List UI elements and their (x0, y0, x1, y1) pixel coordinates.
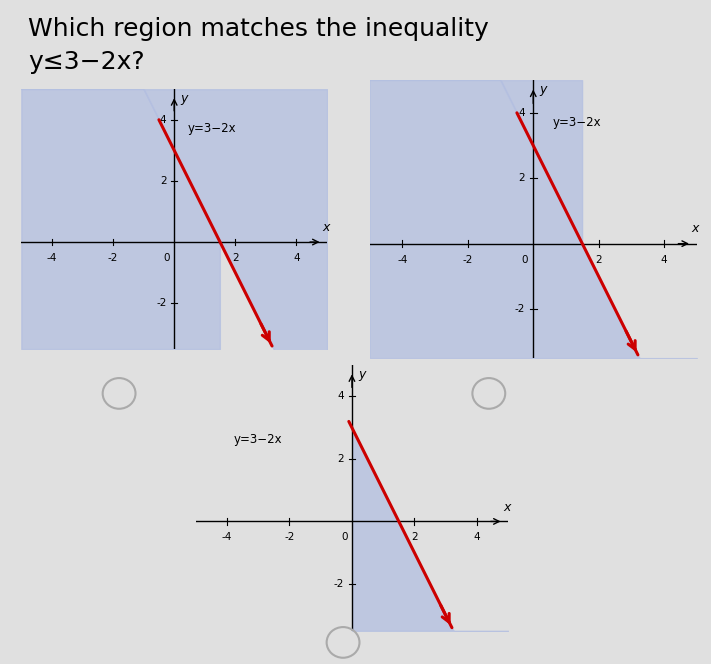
Text: x: x (322, 221, 329, 234)
Text: 2: 2 (595, 255, 602, 265)
Text: 2: 2 (232, 253, 239, 263)
Text: x: x (503, 501, 510, 514)
Text: 2: 2 (518, 173, 525, 183)
Text: -2: -2 (463, 255, 473, 265)
Text: y≤3−2x?: y≤3−2x? (28, 50, 145, 74)
Text: y=3−2x: y=3−2x (188, 122, 237, 135)
Text: -4: -4 (222, 533, 232, 542)
Text: -4: -4 (47, 253, 57, 263)
Text: -2: -2 (515, 304, 525, 314)
Text: y: y (358, 369, 365, 381)
Text: 4: 4 (293, 253, 300, 263)
Text: -2: -2 (108, 253, 118, 263)
Text: y: y (181, 92, 188, 105)
Text: y=3−2x: y=3−2x (553, 116, 602, 129)
Text: 2: 2 (338, 454, 344, 464)
Text: -2: -2 (284, 533, 294, 542)
Text: 2: 2 (411, 533, 418, 542)
Text: 0: 0 (341, 533, 348, 542)
Text: -2: -2 (333, 579, 344, 589)
Text: Which region matches the inequality: Which region matches the inequality (28, 17, 489, 41)
Text: 4: 4 (661, 255, 668, 265)
Text: 0: 0 (522, 255, 528, 265)
Text: 4: 4 (160, 115, 166, 125)
Text: x: x (692, 222, 699, 236)
Text: -2: -2 (156, 298, 166, 308)
Text: 4: 4 (518, 108, 525, 118)
Text: y: y (540, 84, 547, 96)
Text: 2: 2 (160, 176, 166, 186)
Text: 4: 4 (474, 533, 480, 542)
Text: 4: 4 (338, 392, 344, 402)
Text: 0: 0 (164, 253, 170, 263)
Text: -4: -4 (397, 255, 407, 265)
Text: y=3−2x: y=3−2x (233, 434, 282, 446)
